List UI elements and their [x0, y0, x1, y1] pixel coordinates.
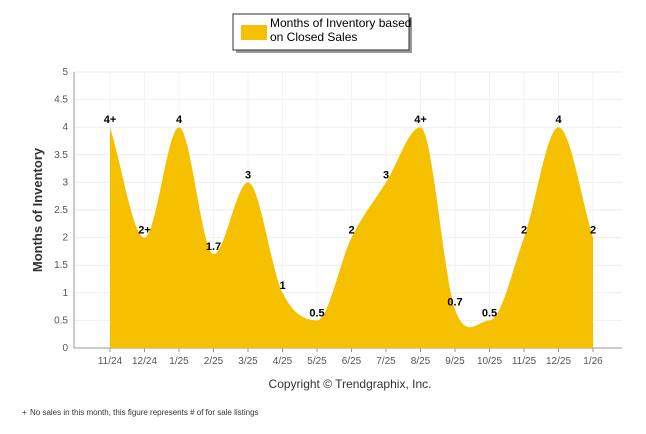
x-tick-label: 10/25: [477, 356, 502, 367]
data-label: 2: [348, 225, 354, 237]
data-label: 0.5: [309, 307, 324, 319]
y-tick-label: 3: [62, 177, 68, 188]
x-tick-label: 12/24: [132, 356, 157, 367]
y-tick-label: 1.5: [54, 260, 68, 271]
data-label: 3: [245, 169, 251, 181]
x-tick-labels: 11/24 12/24 1/25 2/25 3/25 4/25 5/25 6/25 7/25 8/…: [98, 348, 603, 367]
data-label: 4: [176, 114, 183, 126]
y-tick-label: 3.5: [54, 150, 68, 161]
data-label: 3: [383, 169, 389, 181]
x-tick-label: 12/25: [546, 356, 571, 367]
footnote-text: No sales in this month, this figure repr…: [30, 408, 259, 417]
area-series: [110, 127, 593, 348]
data-label: 0.7: [447, 296, 462, 308]
footnote-symbol: +: [22, 408, 27, 417]
data-label: 2: [521, 225, 527, 237]
y-tick-label: 2.5: [54, 205, 68, 216]
data-labels: 4+ 2+ 4 1.7 3 1 0.5 2 3 4+ 0.7 0.5 2 4 2: [104, 114, 596, 319]
x-tick-label: 6/25: [342, 356, 362, 367]
x-tick-label: 11/25: [512, 356, 537, 367]
data-label: 1.7: [206, 241, 221, 253]
y-tick-label: 5: [62, 67, 68, 78]
legend: Months of Inventory based on Closed Sale…: [232, 13, 412, 53]
y-tick-labels: 0 0.5 1 1.5 2 2.5 3 3.5 4 4.5 5: [54, 67, 68, 354]
y-tick-label: 4: [62, 122, 68, 133]
legend-label-line1: Months of Inventory based: [270, 16, 411, 30]
data-label: 2+: [138, 225, 151, 237]
data-label: 0.5: [482, 307, 497, 319]
data-label: 4: [555, 114, 562, 126]
data-label: 1: [279, 280, 285, 292]
x-tick-label: 7/25: [376, 356, 396, 367]
y-tick-label: 2: [62, 233, 68, 244]
y-axis-title: Months of Inventory: [30, 147, 45, 272]
x-tick-label: 11/24: [98, 356, 123, 367]
y-tick-label: 0: [62, 343, 68, 354]
x-tick-label: 3/25: [238, 356, 258, 367]
x-tick-label: 5/25: [307, 356, 327, 367]
x-tick-label: 9/25: [445, 356, 465, 367]
x-tick-label: 2/25: [204, 356, 224, 367]
legend-label-line2: on Closed Sales: [270, 30, 357, 44]
x-tick-label: 1/26: [583, 356, 603, 367]
y-tick-label: 4.5: [54, 95, 68, 106]
copyright-text: Copyright © Trendgraphix, Inc.: [269, 377, 432, 391]
data-label: 2: [590, 225, 596, 237]
x-tick-label: 4/25: [273, 356, 293, 367]
data-label: 4+: [414, 114, 427, 126]
legend-swatch: [241, 25, 267, 40]
y-tick-label: 0.5: [54, 315, 68, 326]
x-tick-label: 1/25: [169, 356, 189, 367]
x-tick-label: 8/25: [411, 356, 431, 367]
y-tick-label: 1: [62, 288, 68, 299]
data-label: 4+: [104, 114, 117, 126]
